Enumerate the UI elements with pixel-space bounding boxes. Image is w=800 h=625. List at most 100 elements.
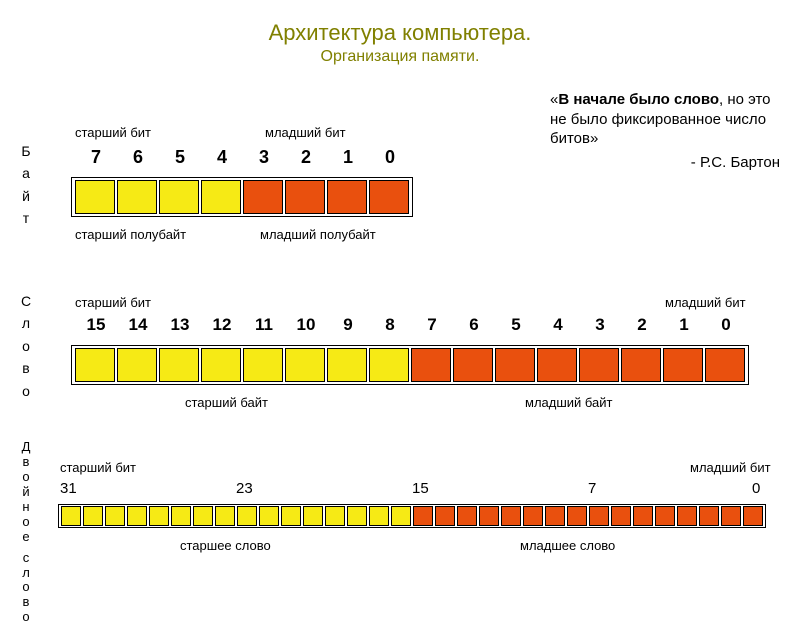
bit-cell: [83, 506, 103, 526]
vlabel-dword: Двойноеслово: [18, 440, 34, 625]
dword-bit-row: [58, 504, 766, 528]
bit-tick-number: 7: [588, 480, 596, 497]
page-subtitle: Организация памяти.: [0, 48, 800, 66]
bit-cell: [457, 506, 477, 526]
bit-number: 5: [495, 315, 537, 335]
word-msb-label: старший бит: [75, 295, 151, 310]
bit-number: 13: [159, 315, 201, 335]
bit-cell: [369, 180, 409, 214]
quote-author: - Р.С. Бартон: [550, 153, 780, 173]
bit-cell: [369, 506, 389, 526]
bit-cell: [545, 506, 565, 526]
bit-cell: [215, 506, 235, 526]
bit-number: 15: [75, 315, 117, 335]
bit-cell: [159, 348, 199, 382]
bit-cell: [201, 348, 241, 382]
bit-number: 6: [117, 147, 159, 168]
bit-number: 10: [285, 315, 327, 335]
bit-number: 9: [327, 315, 369, 335]
bit-number: 6: [453, 315, 495, 335]
bit-number: 12: [201, 315, 243, 335]
bit-number: 0: [705, 315, 747, 335]
byte-bit-numbers: 76543210: [75, 147, 411, 168]
bit-cell: [435, 506, 455, 526]
bit-number: 2: [621, 315, 663, 335]
bit-tick-number: 23: [236, 480, 253, 497]
bit-cell: [579, 348, 619, 382]
bit-cell: [479, 506, 499, 526]
bit-cell: [193, 506, 213, 526]
bit-number: 11: [243, 315, 285, 335]
bit-number: 1: [327, 147, 369, 168]
bit-cell: [347, 506, 367, 526]
byte-msb-label: старший бит: [75, 125, 151, 140]
bit-cell: [127, 506, 147, 526]
bit-cell: [259, 506, 279, 526]
bit-cell: [61, 506, 81, 526]
bit-number: 5: [159, 147, 201, 168]
dword-high-word-label: старшее слово: [180, 538, 271, 553]
bit-tick-number: 15: [412, 480, 429, 497]
bit-cell: [117, 348, 157, 382]
bit-tick-number: 31: [60, 480, 77, 497]
bit-cell: [721, 506, 741, 526]
bit-number: 3: [243, 147, 285, 168]
word-lsb-label: младший бит: [665, 295, 746, 310]
bit-cell: [237, 506, 257, 526]
bit-cell: [589, 506, 609, 526]
bit-number: 4: [201, 147, 243, 168]
bit-cell: [411, 348, 451, 382]
bit-number: 14: [117, 315, 159, 335]
bit-cell: [327, 180, 367, 214]
bit-cell: [699, 506, 719, 526]
bit-cell: [303, 506, 323, 526]
dword-lsb-label: младший бит: [690, 460, 771, 475]
word-bit-row: [71, 345, 749, 385]
bit-cell: [611, 506, 631, 526]
bit-cell: [663, 348, 703, 382]
word-bit-numbers: 1514131211109876543210: [75, 315, 747, 335]
bit-number: 2: [285, 147, 327, 168]
bit-cell: [75, 348, 115, 382]
byte-high-nibble-label: старший полубайт: [75, 227, 186, 242]
bit-cell: [621, 348, 661, 382]
bit-cell: [171, 506, 191, 526]
bit-cell: [705, 348, 745, 382]
dword-tick-numbers: 31 23 15 7 0: [60, 480, 765, 500]
bit-cell: [325, 506, 345, 526]
bit-cell: [453, 348, 493, 382]
bit-cell: [391, 506, 411, 526]
bit-cell: [567, 506, 587, 526]
byte-bit-row: [71, 177, 413, 217]
bit-number: 0: [369, 147, 411, 168]
bit-cell: [243, 348, 283, 382]
bit-tick-number: 0: [752, 480, 760, 497]
bit-cell: [501, 506, 521, 526]
bit-cell: [281, 506, 301, 526]
bit-number: 4: [537, 315, 579, 335]
vlabel-word: Слово: [18, 290, 34, 402]
bit-cell: [633, 506, 653, 526]
bit-number: 1: [663, 315, 705, 335]
bit-cell: [159, 180, 199, 214]
bit-cell: [117, 180, 157, 214]
quote-block: «В начале было слово, но это не было фик…: [550, 90, 780, 172]
bit-cell: [413, 506, 433, 526]
bit-cell: [537, 348, 577, 382]
bit-cell: [243, 180, 283, 214]
bit-cell: [285, 348, 325, 382]
bit-cell: [655, 506, 675, 526]
bit-cell: [677, 506, 697, 526]
dword-low-word-label: младшее слово: [520, 538, 615, 553]
word-high-byte-label: старший байт: [185, 395, 268, 410]
dword-msb-label: старший бит: [60, 460, 136, 475]
bit-cell: [495, 348, 535, 382]
bit-cell: [369, 348, 409, 382]
bit-cell: [743, 506, 763, 526]
byte-low-nibble-label: младший полубайт: [260, 227, 376, 242]
bit-cell: [201, 180, 241, 214]
bit-number: 7: [75, 147, 117, 168]
bit-cell: [149, 506, 169, 526]
bit-cell: [75, 180, 115, 214]
bit-cell: [327, 348, 367, 382]
